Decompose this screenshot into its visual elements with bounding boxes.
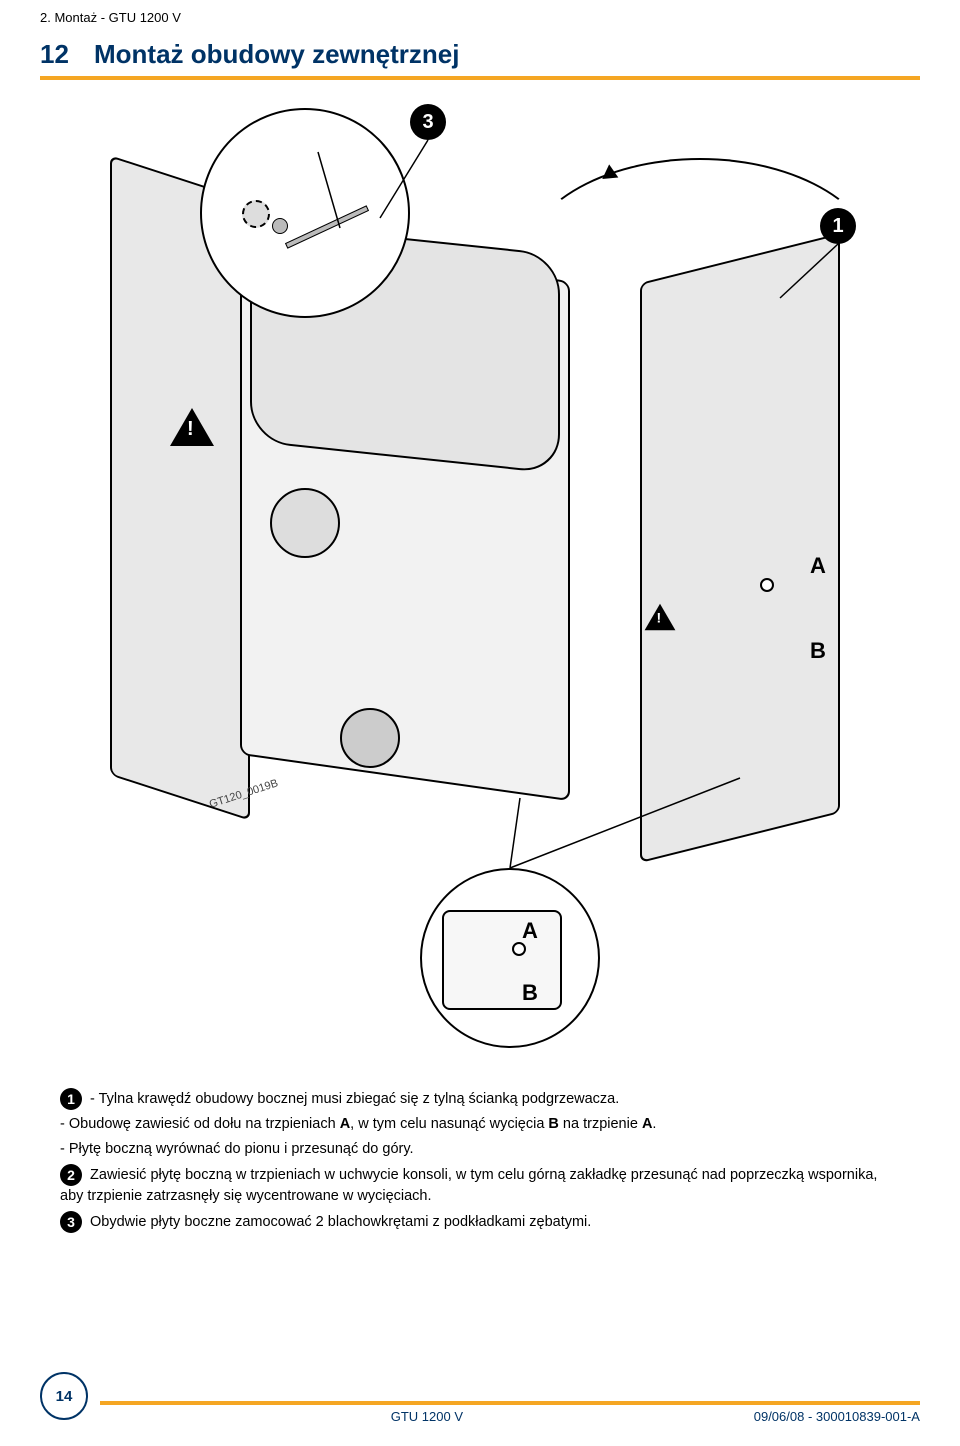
bullet-3: 3	[60, 1211, 82, 1233]
section-title: 12 Montaż obudowy zewnętrznej	[40, 33, 920, 80]
pin-icon	[760, 578, 774, 592]
screw-icon	[285, 205, 369, 248]
assembly-diagram: 2 3 1 A B A B GT120_0019B	[40, 98, 920, 1058]
motion-arc	[520, 158, 880, 378]
instruction-2: 2 Zawiesić płytę boczną w trzpieniach w …	[60, 1164, 900, 1207]
footer-right: 09/06/08 - 300010839-001-A	[754, 1409, 920, 1424]
label-b-detail: B	[522, 980, 538, 1006]
page-number: 14	[40, 1372, 88, 1420]
instruction-1b: - Obudowę zawiesić od dołu na trzpieniac…	[60, 1114, 900, 1135]
instruction-3: 3 Obydwie płyty boczne zamocować 2 blach…	[60, 1211, 900, 1233]
section-title-row: 12 Montaż obudowy zewnętrznej	[0, 33, 960, 80]
instructions-block: 1 - Tylna krawędź obudowy bocznej musi z…	[0, 1088, 960, 1233]
footer-bar: GTU 1200 V 09/06/08 - 300010839-001-A	[100, 1401, 920, 1424]
pin-icon	[512, 942, 526, 956]
boiler-burner	[270, 488, 340, 558]
label-a-detail: A	[522, 918, 538, 944]
warning-icon	[645, 604, 676, 631]
section-title-text: Montaż obudowy zewnętrznej	[94, 39, 459, 70]
detail-screw	[200, 108, 410, 318]
page-footer: 14 GTU 1200 V 09/06/08 - 300010839-001-A	[0, 1401, 960, 1424]
boiler-vent	[340, 708, 400, 768]
label-b: B	[810, 638, 826, 664]
instruction-1: 1 - Tylna krawędź obudowy bocznej musi z…	[60, 1088, 900, 1110]
footer-center: GTU 1200 V	[391, 1409, 463, 1424]
bullet-2: 2	[60, 1164, 82, 1186]
bullet-1: 1	[60, 1088, 82, 1110]
detail-bracket	[442, 910, 562, 1010]
warning-icon	[170, 408, 214, 446]
gear-icon	[242, 200, 270, 228]
section-number: 12	[40, 39, 76, 70]
callout-3: 3	[410, 104, 446, 140]
breadcrumb: 2. Montaż - GTU 1200 V	[0, 0, 960, 33]
instruction-1c: - Płytę boczną wyrównać do pionu i przes…	[60, 1139, 900, 1160]
label-a: A	[810, 553, 826, 579]
callout-1: 1	[820, 208, 856, 244]
screw-head-icon	[272, 218, 288, 234]
detail-ab: A B	[420, 868, 600, 1048]
